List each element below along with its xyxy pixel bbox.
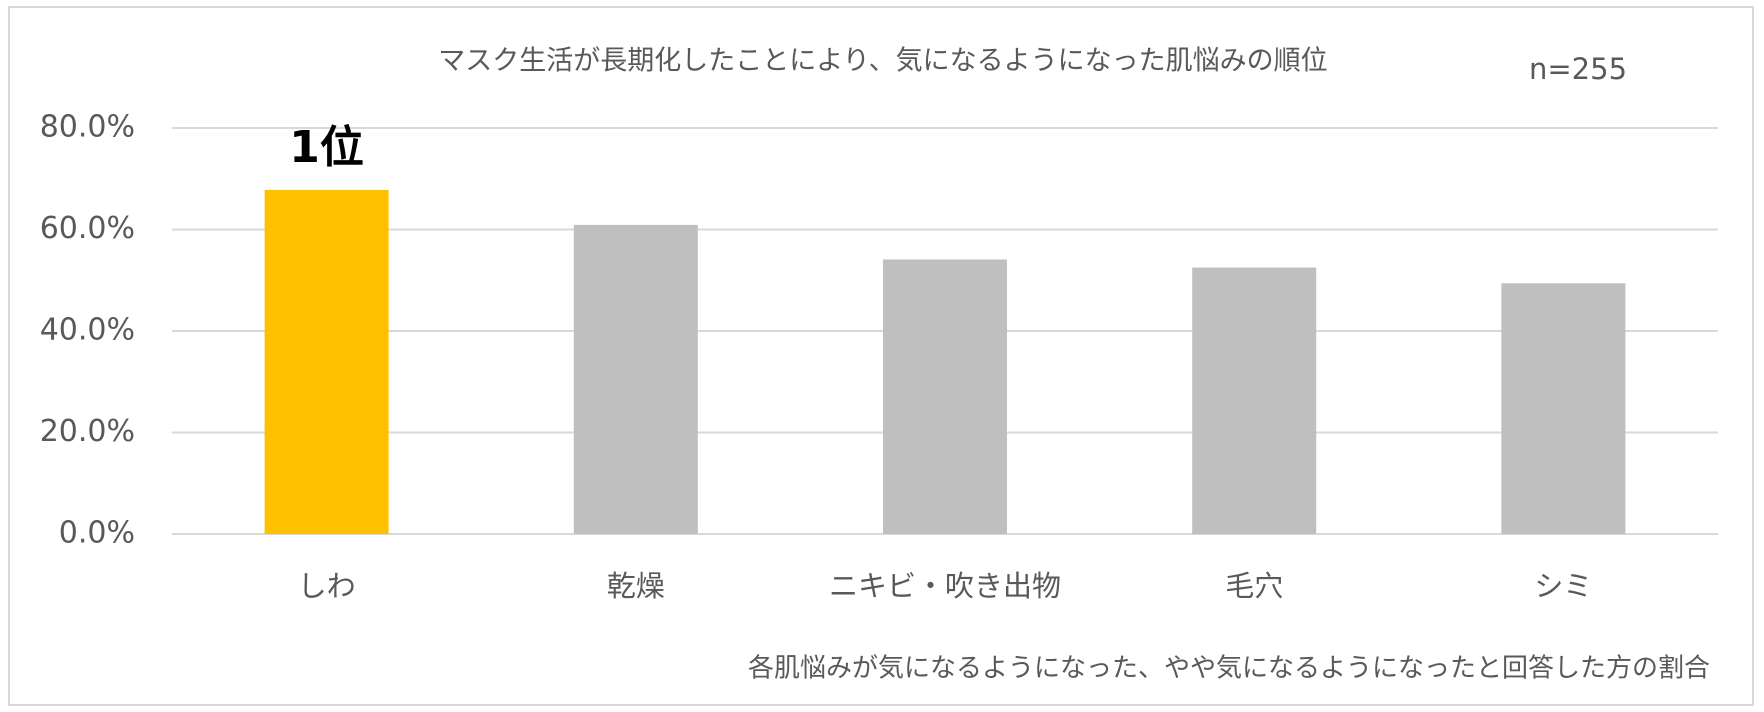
bar	[264, 189, 389, 535]
sample-size: n=255	[1529, 52, 1627, 86]
x-tick-label: シミ	[1534, 569, 1592, 603]
x-tick-label: 毛穴	[1225, 569, 1283, 603]
chart-title: マスク生活が長期化したことにより、気になるようになった肌悩みの順位	[438, 46, 1327, 77]
x-tick-label: ニキビ・吹き出物	[829, 569, 1061, 603]
y-tick-label: 40.0%	[40, 313, 135, 348]
y-tick-label: 80.0%	[40, 110, 135, 145]
y-tick-label: 0.0%	[59, 516, 135, 551]
bar	[1192, 267, 1317, 534]
rank-annotation: 1位	[289, 122, 364, 173]
footnote: 各肌悩みが気になるようになった、やや気になるようになったと回答した方の割合	[748, 654, 1710, 684]
bar	[883, 259, 1007, 534]
y-tick-label: 20.0%	[40, 414, 135, 449]
bar	[573, 224, 698, 534]
x-tick-label: しわ	[298, 569, 356, 603]
y-tick-label: 60.0%	[40, 211, 135, 246]
x-tick-label: 乾燥	[607, 569, 665, 603]
bar	[1501, 283, 1626, 534]
